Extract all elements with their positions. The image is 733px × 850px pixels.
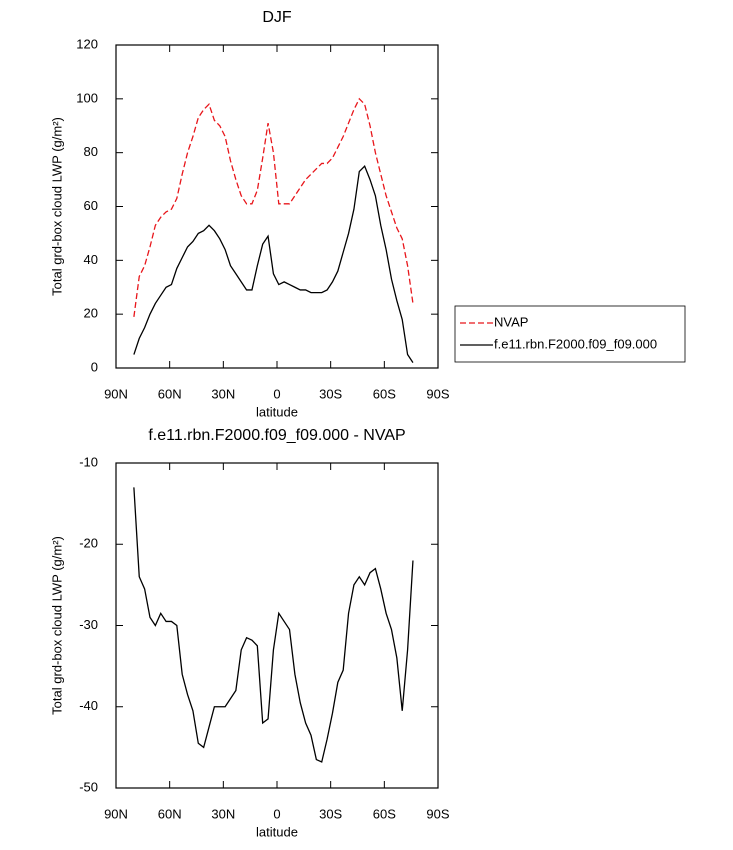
- x-tick-label: 60S: [373, 806, 396, 821]
- y-tick-label: -10: [79, 454, 98, 469]
- x-tick-label: 30S: [319, 386, 342, 401]
- x-tick-label: 60N: [158, 386, 182, 401]
- x-tick-label: 30N: [211, 806, 235, 821]
- x-tick-label: 60N: [158, 806, 182, 821]
- y-tick-label: -20: [79, 536, 98, 551]
- data-line: [133, 487, 414, 763]
- y-axis-label: Total grd-box cloud LWP (g/m²): [49, 536, 64, 715]
- x-tick-label: 90N: [104, 806, 128, 821]
- x-tick-label: 90S: [426, 386, 449, 401]
- y-tick-label: 80: [84, 144, 98, 159]
- y-tick-label: 40: [84, 252, 98, 267]
- x-tick-label: 90S: [426, 806, 449, 821]
- y-tick-label: -30: [79, 617, 98, 632]
- y-tick-label: 120: [76, 36, 98, 51]
- legend-label: f.e11.rbn.F2000.f09_f09.000: [494, 336, 657, 351]
- data-line: [133, 97, 414, 317]
- plot-frame: [115, 44, 439, 369]
- plot-frame: [115, 462, 439, 789]
- legend-label: NVAP: [494, 314, 528, 329]
- x-tick-label: 60S: [373, 386, 396, 401]
- legend-box: [454, 305, 686, 363]
- y-tick-label: -40: [79, 698, 98, 713]
- x-tick-label: 30N: [211, 386, 235, 401]
- x-axis-label: latitude: [256, 404, 298, 419]
- x-tick-label: 0: [273, 806, 280, 821]
- data-line: [133, 164, 414, 363]
- x-tick-label: 30S: [319, 806, 342, 821]
- x-tick-label: 0: [273, 386, 280, 401]
- y-tick-label: 0: [91, 359, 98, 374]
- y-axis-label: Total grd-box cloud LWP (g/m²): [49, 117, 64, 296]
- x-axis-label: latitude: [256, 824, 298, 839]
- y-tick-label: -50: [79, 779, 98, 794]
- y-tick-label: 100: [76, 90, 98, 105]
- chart-title: DJF: [262, 9, 292, 26]
- y-tick-label: 20: [84, 306, 98, 321]
- chart-title: f.e11.rbn.F2000.f09_f09.000 - NVAP: [148, 427, 405, 444]
- x-tick-label: 90N: [104, 386, 128, 401]
- y-tick-label: 60: [84, 198, 98, 213]
